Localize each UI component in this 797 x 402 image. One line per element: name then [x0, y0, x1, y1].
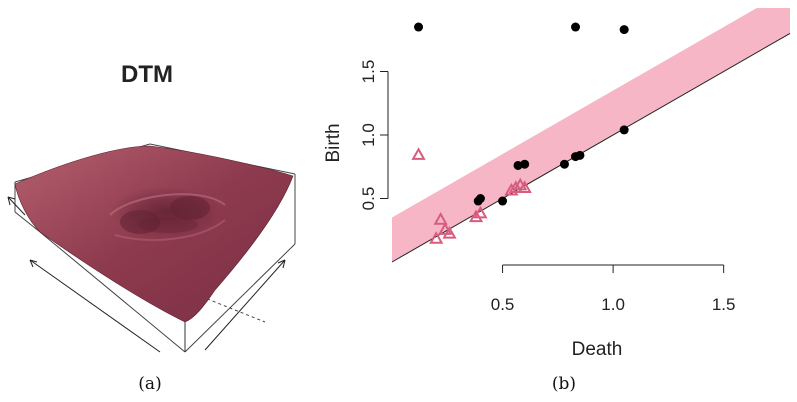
panel-a-dtm-surface: DTM: [7, 61, 296, 353]
axes: 0.5 1.0 1.5 0.5 1.0 1.5: [359, 60, 735, 314]
point-circle: [520, 159, 530, 169]
y-tick-label: 1.5: [359, 60, 378, 84]
point-triangle: [437, 222, 453, 235]
point-triangle: [411, 147, 426, 160]
point-triangle: [517, 180, 532, 193]
y-axis-label: Birth: [323, 123, 344, 162]
point-circle: [498, 196, 508, 206]
point-circle: [414, 22, 424, 32]
data-points: [411, 22, 629, 244]
point-triangle: [473, 205, 488, 219]
confidence-band: [392, 8, 790, 262]
x-tick-label: 1.0: [601, 295, 625, 314]
point-triangle: [433, 212, 448, 225]
caption-a: (a): [138, 374, 161, 394]
x-axis-label: Death: [572, 339, 623, 360]
diagonal-segment: [391, 32, 791, 263]
x-tick-label: 0.5: [491, 295, 515, 314]
point-circle: [473, 196, 483, 206]
point-circle: [575, 150, 585, 160]
panel-a-title: DTM: [121, 61, 173, 88]
diagonal-line: [391, 32, 791, 263]
point-circle: [619, 125, 629, 135]
point-triangle: [508, 180, 523, 193]
caption-b: (b): [552, 374, 576, 394]
band-polygon: [392, 8, 790, 262]
surface-features: [109, 186, 226, 241]
point-circle: [559, 159, 569, 169]
point-circle: [619, 25, 629, 35]
persistence-diagram: 0.5 1.0 1.5 0.5 1.0 1.5 Death Birth: [323, 8, 791, 360]
x-tick-label: 1.5: [712, 295, 736, 314]
axis-arrows: [7, 196, 286, 353]
point-circle: [571, 22, 581, 32]
point-triangle: [429, 231, 444, 244]
point-triangle: [442, 226, 457, 239]
y-tick-label: 1.0: [359, 123, 378, 147]
y-tick-label: 0.5: [359, 187, 378, 211]
